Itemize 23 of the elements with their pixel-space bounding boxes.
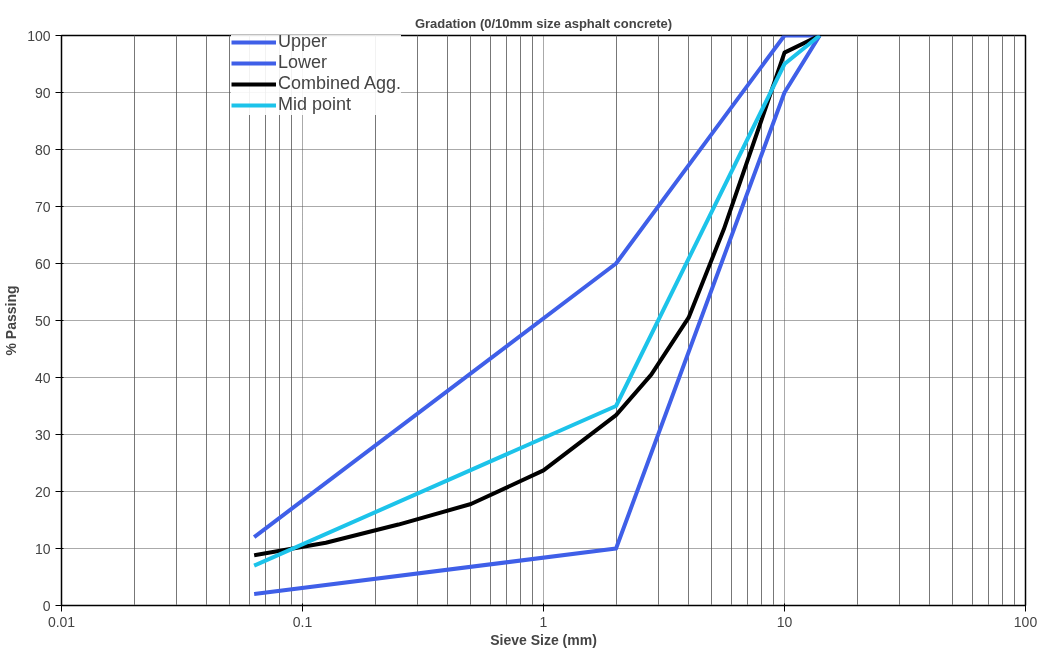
y-tick-label: 60 (34, 255, 51, 272)
y-tick-label: 80 (34, 141, 51, 158)
x-tick-label: 0.1 (292, 613, 313, 630)
x-tick-label: 100 (1013, 613, 1038, 630)
y-tick-label: 20 (34, 483, 51, 500)
x-tick-label: 10 (776, 613, 793, 630)
y-tick-label: 10 (34, 540, 51, 557)
x-axis-title: Sieve Size (mm) (490, 631, 597, 648)
y-tick-label: 90 (34, 84, 51, 101)
y-tick-label: 100 (27, 27, 51, 44)
x-tick-label: 0.01 (47, 613, 76, 630)
y-axis-title: % Passing (3, 285, 20, 356)
legend-label: Combined Agg. (278, 73, 402, 94)
x-tick-label: 1 (539, 613, 548, 630)
legend-label: Mid point (278, 94, 352, 115)
y-tick-label: 30 (34, 426, 51, 443)
legend-label: Upper (278, 34, 328, 52)
legend-label: Lower (278, 52, 328, 73)
y-tick-label: 50 (34, 312, 51, 329)
y-tick-label: 40 (34, 369, 51, 386)
chart-title: Gradation (0/10mm size asphalt concrete) (414, 15, 673, 31)
y-tick-label: 0 (42, 597, 51, 614)
y-tick-label: 70 (34, 198, 51, 215)
